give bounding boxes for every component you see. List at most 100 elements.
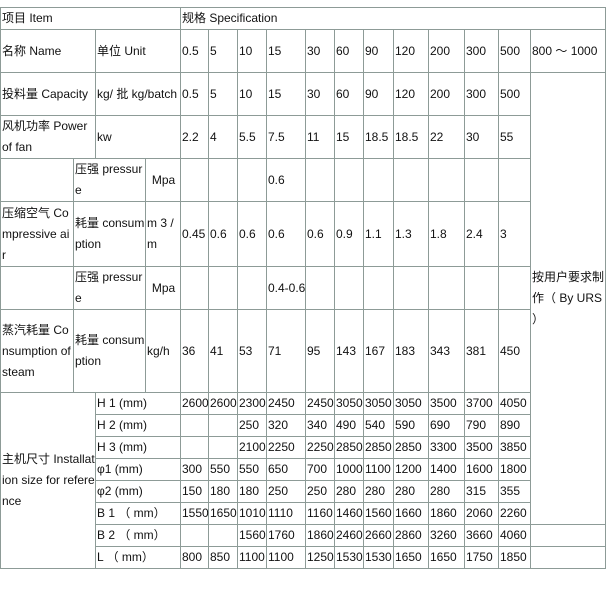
value-cell: 1100 — [363, 458, 394, 481]
value-cell: 850 — [208, 546, 238, 569]
value-cell: 30 — [305, 29, 335, 73]
value-cell: 1460 — [334, 502, 364, 525]
value-cell: 4060 — [498, 524, 531, 547]
value-cell: 2850 — [334, 436, 364, 459]
value-cell: 0.6 — [266, 158, 306, 202]
value-cell: 55 — [498, 115, 531, 159]
value-cell: 890 — [498, 414, 531, 437]
value-cell — [180, 266, 209, 310]
empty-cell — [0, 266, 74, 310]
value-cell: 1400 — [428, 458, 465, 481]
value-cell: 3500 — [464, 436, 499, 459]
value-cell — [334, 266, 364, 310]
value-cell: 1250 — [305, 546, 335, 569]
air-pressure-unit: Mpa — [145, 158, 181, 202]
installation-row: H 2 (mm) 250 320 340 490 540 590 690 790 890 — [1, 414, 606, 437]
value-cell: 0.6 — [266, 201, 306, 267]
value-cell: 800 — [180, 546, 209, 569]
capacity-row: 投料量 Capacity kg/ 批 kg/batch 0.5 5 10 15 30 60 90… — [0, 72, 607, 525]
value-cell — [498, 266, 531, 310]
power-unit: kw — [95, 115, 181, 159]
air-consumption-unit: m 3 /m — [145, 201, 181, 267]
dimension-label: L （ mm） — [95, 546, 181, 569]
value-cell: 2.4 — [464, 201, 499, 267]
value-cell: 15 — [266, 29, 306, 73]
value-cell: 550 — [237, 458, 267, 481]
value-cell: 2600 — [180, 392, 209, 415]
value-cell: 0.9 — [334, 201, 364, 267]
value-cell: 2250 — [305, 436, 335, 459]
value-cell: 2100 — [237, 436, 267, 459]
value-cell: 1860 — [305, 524, 335, 547]
value-cell: 1600 — [464, 458, 499, 481]
value-cell: 280 — [363, 480, 394, 503]
value-cell: 200 — [428, 29, 465, 73]
installation-row: 主机尺寸 Installation size for reference H 1 … — [0, 392, 606, 569]
value-cell — [393, 158, 429, 202]
value-cell: 2260 — [498, 502, 531, 525]
air-consumption-label: 耗量 consumption — [73, 201, 146, 267]
value-cell: 2.2 — [180, 115, 209, 159]
specification-table: 项目 Item 规格 Specification 名称 Name 单位 Unit 0.5… — [0, 7, 607, 569]
value-cell: 7.5 — [266, 115, 306, 159]
value-cell: 1560 — [237, 524, 267, 547]
value-cell: 1550 — [180, 502, 209, 525]
value-cell: 90 — [363, 29, 394, 73]
value-cell: 690 — [428, 414, 465, 437]
value-cell: 200 — [428, 72, 465, 116]
value-cell: 1530 — [334, 546, 364, 569]
value-cell: 1010 — [237, 502, 267, 525]
value-cell: 500 — [498, 72, 531, 116]
value-cell: 2850 — [393, 436, 429, 459]
value-cell — [180, 524, 209, 547]
dimension-label: φ2 (mm) — [95, 480, 181, 503]
value-cell: 280 — [334, 480, 364, 503]
value-cell: 343 — [428, 309, 465, 393]
value-cell: 4 — [208, 115, 238, 159]
value-cell: 3 — [498, 201, 531, 267]
value-cell — [208, 158, 238, 202]
value-cell: 1860 — [428, 502, 465, 525]
dimension-label: B 1 （ mm） — [95, 502, 181, 525]
value-cell — [208, 436, 238, 459]
value-cell: 22 — [428, 115, 465, 159]
value-cell: 15 — [334, 115, 364, 159]
value-cell: 500 — [498, 29, 531, 73]
value-cell: 540 — [363, 414, 394, 437]
dimension-label: φ1 (mm) — [95, 458, 181, 481]
empty-cell — [0, 158, 74, 202]
value-cell: 315 — [464, 480, 499, 503]
value-cell: 1200 — [393, 458, 429, 481]
value-cell — [180, 414, 209, 437]
value-cell: 120 — [393, 29, 429, 73]
value-cell: 180 — [237, 480, 267, 503]
value-cell: 1100 — [237, 546, 267, 569]
value-cell: 1000 — [334, 458, 364, 481]
value-cell: 2600 — [208, 392, 238, 415]
value-cell — [363, 158, 394, 202]
value-cell: 2250 — [266, 436, 306, 459]
installation-row: φ2 (mm) 150 180 180 250 250 280 280 280 280 315 355 — [1, 480, 606, 503]
value-cell: 1530 — [363, 546, 394, 569]
value-cell: 167 — [363, 309, 394, 393]
value-cell — [305, 266, 335, 310]
capacity-unit: kg/ 批 kg/batch — [95, 72, 181, 116]
value-cell: 2300 — [237, 392, 267, 415]
model-range-cell: 800 ～ 1000 — [529, 29, 607, 73]
value-cell — [393, 266, 429, 310]
value-cell — [305, 158, 335, 202]
value-cell: 2850 — [363, 436, 394, 459]
value-cell — [208, 266, 238, 310]
value-cell: 1.3 — [393, 201, 429, 267]
value-cell: 300 — [464, 29, 499, 73]
value-cell — [464, 266, 499, 310]
air-pressure-label: 压强 pressure — [73, 158, 146, 202]
unit-label: 单位 Unit — [95, 29, 181, 73]
value-cell: 3700 — [464, 392, 499, 415]
value-cell: 450 — [498, 309, 531, 393]
empty-cell — [529, 546, 607, 569]
air-pressure-row: 压强 pressure Mpa 0.6 — [0, 158, 606, 202]
value-cell: 280 — [393, 480, 429, 503]
value-cell — [363, 266, 394, 310]
installation-size-label: 主机尺寸 Installation size for reference — [0, 392, 96, 569]
